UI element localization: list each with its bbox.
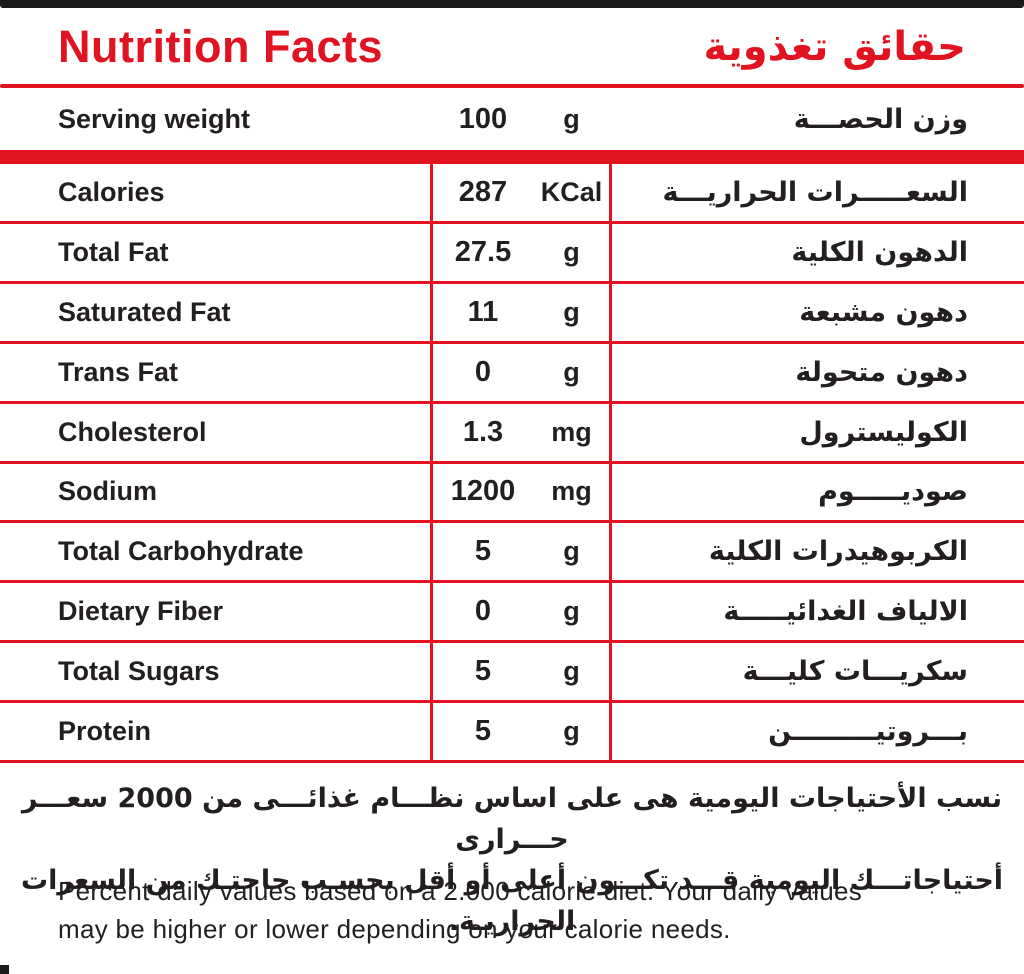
row-unit: g: [563, 236, 580, 267]
row-label-arabic: دهون مشبعة: [799, 296, 968, 328]
row-unit: g: [563, 716, 580, 747]
row-label-english: Total Carbohydrate: [58, 536, 304, 567]
serving-weight-row: Serving weight 100 g وزن الحصـــة: [0, 88, 1024, 150]
row-label-arabic: الكربوهيدرات الكلية: [708, 536, 968, 568]
row-label-arabic: سكريـــات كليـــة: [742, 656, 968, 688]
footnote-arabic-line1: نسب الأحتياجات اليومية هى على اساس نظـــ…: [21, 783, 1003, 855]
row-value-cell: 5 g: [433, 535, 610, 568]
row-label-english: Cholesterol: [58, 416, 207, 447]
row-value-cell: 27.5 g: [433, 236, 610, 269]
row-label-english: Trans Fat: [58, 356, 179, 387]
row-value: 5: [474, 535, 492, 568]
section-divider-bar: [0, 150, 1024, 164]
table-row: Saturated Fat 11 g دهون مشبعة: [0, 284, 1024, 344]
row-label-english: Total Fat: [58, 236, 169, 267]
footnote-english-line1: Percent daily values based on a 2.000 ca…: [58, 876, 863, 906]
top-border-bar: [0, 0, 1024, 8]
serving-value: 100: [458, 102, 508, 135]
table-row: Total Fat 27.5 g الدهون الكلية: [0, 224, 1024, 284]
row-value-cell: 5 g: [433, 715, 610, 748]
row-value-cell: 0 g: [433, 356, 610, 389]
row-label-arabic: الدهون الكلية: [791, 236, 968, 268]
row-unit: mg: [551, 476, 592, 507]
row-value: 287: [458, 175, 508, 208]
row-value-cell: 0 g: [433, 595, 610, 628]
row-value: 27.5: [454, 235, 512, 268]
row-value: 0: [474, 355, 492, 388]
footnote-arabic-line2: أحتياجاتـــك اليومية قـــد تكـــون أعلى …: [20, 865, 1004, 937]
serving-label-english: Serving weight: [58, 103, 251, 134]
table-vertical-divider-right: [609, 164, 612, 763]
table-vertical-divider-left: [430, 164, 433, 763]
table-row: Calories 287 KCal السعـــــرات الحراريــ…: [0, 164, 1024, 224]
table-row: Dietary Fiber 0 g الالياف الغدائيـــــة: [0, 583, 1024, 644]
title-english: Nutrition Facts: [58, 21, 384, 72]
row-label-english: Total Sugars: [58, 656, 220, 687]
row-value-cell: 287 KCal: [433, 176, 610, 209]
row-value-cell: 11 g: [433, 296, 610, 329]
row-unit: mg: [551, 416, 592, 447]
row-value: 5: [474, 655, 492, 688]
table-row: Trans Fat 0 g دهون متحولة: [0, 344, 1024, 404]
label-header: Nutrition Facts حقائق تغذوية: [0, 12, 1024, 82]
row-value: 1200: [450, 475, 516, 508]
footnote-english-line2: may be higher or lower depending on your…: [58, 914, 731, 944]
table-row: Cholesterol 1.3 mg الكوليسترول: [0, 404, 1024, 464]
row-unit: KCal: [540, 176, 603, 207]
row-label-arabic: دهون متحولة: [795, 356, 968, 388]
table-row: Total Sugars 5 g سكريـــات كليـــة: [0, 643, 1024, 704]
row-label-arabic: الكوليسترول: [799, 416, 968, 448]
row-unit: g: [563, 596, 580, 627]
row-label-english: Protein: [58, 716, 152, 747]
row-unit: g: [563, 296, 580, 327]
row-value-cell: 1200 mg: [433, 475, 610, 508]
table-row: Sodium 1200 mg صوديـــــوم: [0, 464, 1024, 524]
table-row: Total Carbohydrate 5 g الكربوهيدرات الكل…: [0, 523, 1024, 584]
row-value-cell: 1.3 mg: [433, 416, 610, 449]
row-label-arabic: بـــروتيـــــــــن: [768, 716, 968, 748]
row-unit: g: [563, 656, 580, 687]
row-label-arabic: صوديـــــوم: [818, 476, 968, 508]
row-value: 11: [467, 295, 499, 328]
row-label-english: Saturated Fat: [58, 296, 231, 327]
title-arabic: حقائق تغذوية: [703, 24, 966, 70]
row-value-cell: 5 g: [433, 655, 610, 688]
row-label-english: Sodium: [58, 476, 157, 507]
footnote-arabic: نسب الأحتياجات اليومية هى على اساس نظـــ…: [0, 778, 1024, 942]
serving-value-cell: 100 g: [433, 103, 610, 136]
row-label-arabic: الالياف الغدائيـــــة: [723, 596, 968, 628]
nutrition-table: Calories 287 KCal السعـــــرات الحراريــ…: [0, 164, 1024, 764]
serving-unit: g: [563, 103, 580, 134]
row-label-english: Dietary Fiber: [58, 596, 224, 627]
row-unit: g: [563, 536, 580, 567]
serving-label-arabic: وزن الحصـــة: [793, 103, 968, 135]
row-label-arabic: السعـــــرات الحراريـــة: [662, 176, 968, 208]
row-label-english: Calories: [58, 176, 165, 207]
table-row: Protein 5 g بـــروتيـــــــــن: [0, 703, 1024, 764]
footnote-english: Percent daily values based on a 2.000 ca…: [58, 872, 978, 948]
row-value: 1.3: [462, 415, 504, 448]
row-unit: g: [563, 356, 580, 387]
bottom-left-border-mark: [0, 965, 9, 974]
header-divider-line: [0, 84, 1024, 88]
row-value: 5: [474, 715, 492, 748]
row-value: 0: [474, 595, 492, 628]
